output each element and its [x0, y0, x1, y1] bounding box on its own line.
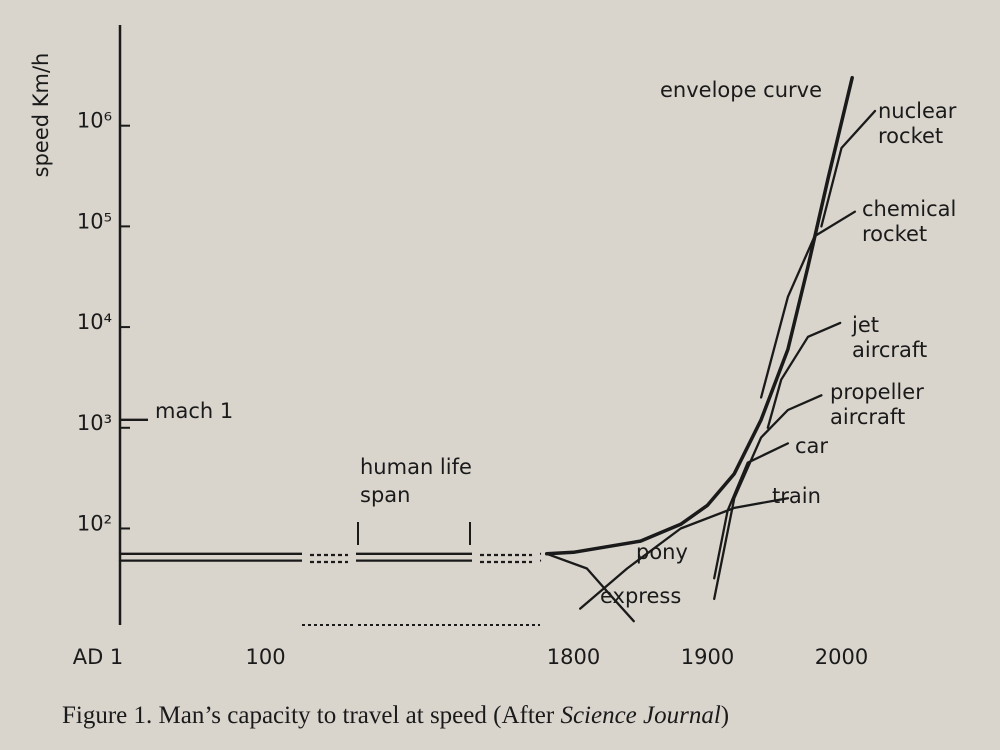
series-label-part: rocket: [878, 124, 943, 148]
series-label-part: propeller: [830, 380, 924, 404]
series-label: chemical rocket: [862, 197, 956, 246]
series-line: [759, 210, 857, 399]
caption: Figure 1. Man’s capacity to travel at sp…: [62, 702, 729, 729]
series-label-part: express: [600, 584, 681, 608]
series-label-part: nuclear: [878, 99, 957, 123]
annotation: mach 1: [155, 399, 233, 423]
series-line: [713, 442, 790, 580]
series-label-part: pony: [636, 540, 688, 564]
annotation-part: span: [360, 483, 410, 507]
annotation-part: human life: [360, 455, 472, 479]
series-label-part: chemical: [862, 197, 956, 221]
series-label: jet aircraft: [851, 313, 927, 362]
y-tick-label: 10⁶: [77, 109, 112, 133]
y-axis-label: speed Km/h: [29, 53, 53, 178]
y-tick-label: 10⁵: [77, 209, 112, 233]
series-line: [713, 394, 823, 601]
caption-text: Figure 1. Man’s capacity to travel at sp…: [62, 702, 560, 729]
x-tick-label: 1900: [681, 645, 734, 669]
caption-end: ): [721, 702, 729, 729]
series-label-part: jet: [851, 313, 879, 337]
series-label: envelope curve: [660, 78, 822, 102]
y-tick-label: 10²: [77, 511, 112, 535]
annotation: human life span: [360, 455, 472, 507]
series-label-part: rocket: [862, 222, 927, 246]
series-label: propeller aircraft: [830, 380, 924, 429]
series-line: [579, 497, 790, 610]
series-label-part: aircraft: [852, 338, 927, 362]
series-line: [820, 109, 877, 228]
series-line: [766, 321, 842, 429]
series-label: pony express: [600, 540, 688, 608]
x-tick-label: 1800: [547, 645, 600, 669]
x-tick-label: 2000: [815, 645, 868, 669]
series-label: car: [795, 434, 828, 458]
series-label: nuclear rocket: [878, 99, 957, 148]
y-tick-label: 10⁴: [77, 310, 112, 334]
caption-source: Science Journal: [560, 702, 720, 729]
series-line: [545, 552, 635, 623]
x-tick-label: AD 1: [73, 645, 124, 669]
x-tick-label: 100: [245, 645, 285, 669]
axis-break: [472, 548, 540, 568]
y-tick-label: 10³: [77, 411, 112, 435]
series-label-part: aircraft: [830, 405, 905, 429]
series-label: train: [772, 484, 821, 508]
axis-break: [302, 548, 356, 568]
